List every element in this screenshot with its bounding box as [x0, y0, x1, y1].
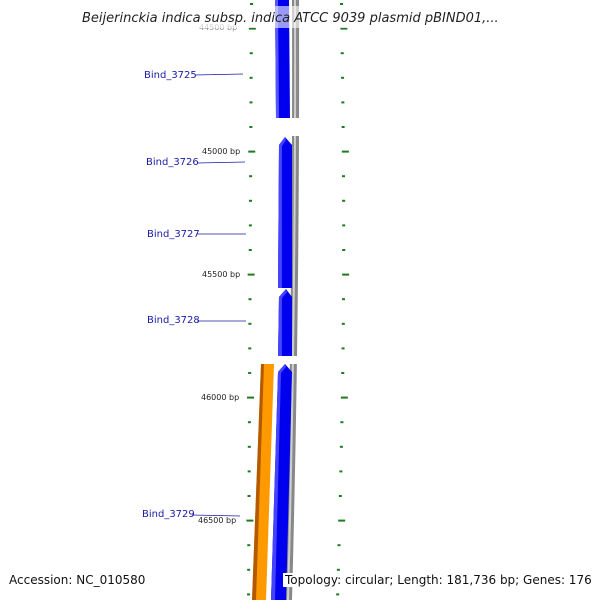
tick-mark — [247, 445, 251, 448]
tick-mark — [340, 396, 348, 399]
tick-mark — [248, 150, 256, 153]
cds-arrow-bind-3725-shade — [275, 0, 279, 118]
tick-mark — [247, 396, 255, 399]
tick-mark — [338, 495, 342, 497]
tick-mark — [249, 3, 253, 5]
cds-track — [270, 0, 300, 600]
tick-mark — [249, 175, 253, 178]
tick-mark — [341, 150, 349, 153]
tick-mark — [339, 470, 343, 473]
cds-arrow-bind-3728-shade — [278, 289, 287, 356]
tick-mark — [342, 273, 350, 276]
tick-mark — [342, 249, 346, 251]
tick-mark — [246, 519, 254, 522]
gene-label-bind-3727[interactable]: Bind_3727 — [147, 229, 200, 240]
tick-mark — [247, 470, 251, 473]
plasmid-backbone-highlight — [287, 0, 297, 600]
bp-label-45500: 45500 bp — [202, 270, 240, 279]
tick-mark — [247, 495, 251, 497]
tick-mark — [336, 593, 340, 596]
tick-mark — [248, 27, 256, 30]
tick-mark — [248, 372, 252, 374]
tick-mark — [249, 52, 253, 55]
tick-mark — [340, 52, 344, 55]
tick-mark — [341, 322, 345, 325]
tick-mark — [248, 347, 252, 350]
tick-mark — [338, 519, 346, 522]
tick-mark — [339, 445, 343, 448]
tick-mark — [247, 544, 251, 547]
tick-mark — [248, 298, 252, 301]
gene-label-bind-3729[interactable]: Bind_3729 — [142, 509, 195, 520]
tick-mark — [341, 76, 345, 79]
inner-tick-ring — [246, 3, 256, 596]
tick-mark — [337, 544, 341, 547]
gene-label-bind-3726[interactable]: Bind_3726 — [146, 157, 199, 168]
bp-label-46500: 46500 bp — [198, 516, 236, 525]
tick-mark — [248, 322, 252, 325]
map-title: Beijerinckia indica subsp. indica ATCC 9… — [82, 11, 499, 26]
gene-label-leaders — [191, 73, 246, 517]
cds-arrow-bind-3726-3727-shade — [278, 137, 286, 288]
tick-mark — [341, 372, 345, 374]
accession-label: Accession: NC_010580 — [7, 573, 148, 587]
tick-mark — [247, 421, 251, 424]
topology-summary: Topology: circular; Length: 181,736 bp; … — [283, 573, 594, 587]
orange-feature-shadow — [252, 364, 264, 600]
tick-mark — [247, 568, 251, 571]
tick-mark — [340, 27, 348, 30]
tick-mark — [247, 593, 251, 596]
gene-label-bind-3728[interactable]: Bind_3728 — [147, 315, 200, 326]
gene-label-bind-3725[interactable]: Bind_3725 — [144, 70, 197, 81]
tick-mark — [249, 126, 253, 128]
tick-mark — [340, 3, 344, 5]
tick-mark — [249, 76, 253, 79]
tick-mark — [342, 298, 346, 301]
outer-tick-ring — [336, 3, 350, 596]
tick-mark — [342, 199, 346, 202]
tick-mark — [341, 126, 345, 128]
tick-mark — [336, 568, 340, 571]
tick-mark — [249, 199, 253, 202]
tick-mark — [342, 175, 346, 178]
cds-arrow-bind-3729-shade — [271, 364, 286, 600]
tick-mark — [248, 249, 252, 251]
tick-mark — [341, 347, 345, 350]
bp-label-45000: 45000 bp — [202, 147, 240, 156]
tick-mark — [340, 421, 344, 424]
tick-mark — [247, 273, 255, 276]
tick-mark — [341, 101, 345, 104]
bp-label-46000: 46000 bp — [201, 393, 239, 402]
tick-mark — [249, 101, 253, 104]
tick-mark — [342, 224, 346, 227]
tick-mark — [248, 224, 252, 227]
